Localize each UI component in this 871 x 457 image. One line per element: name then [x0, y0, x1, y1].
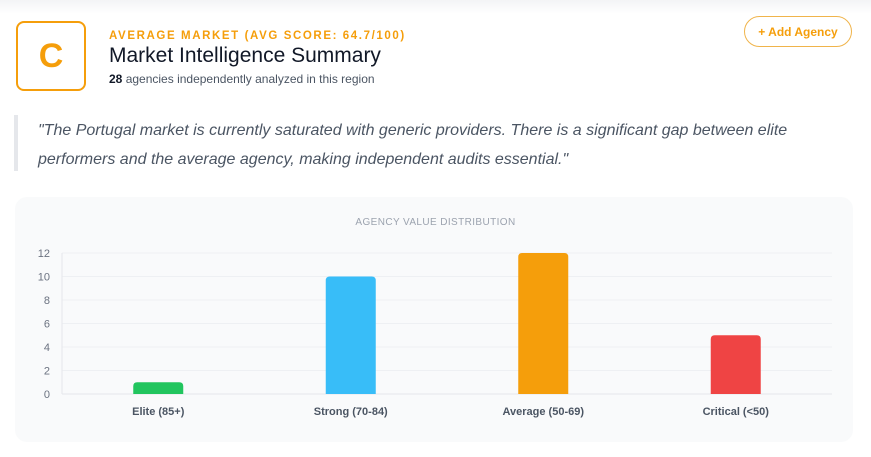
grade-badge: C [16, 21, 86, 91]
agency-count-text: 28 agencies independently analyzed in th… [109, 72, 375, 86]
y-tick-label: 2 [44, 366, 50, 378]
bar-strong-70-84 [325, 276, 376, 394]
agency-count: 28 [109, 72, 123, 86]
market-rating-label: AVERAGE MARKET (AVG SCORE: 64.7/100) [109, 30, 406, 42]
chart-card [15, 197, 853, 442]
bar-critical-50 [710, 335, 761, 394]
page-title: Market Intelligence Summary [109, 44, 381, 67]
grade-letter: C [38, 36, 64, 75]
y-tick-label: 0 [44, 389, 50, 401]
y-tick-label: 6 [44, 319, 50, 331]
market-quote: "The Portugal market is currently satura… [38, 122, 788, 168]
x-tick-label: Critical (<50) [703, 406, 770, 418]
chart-title: AGENCY VALUE DISTRIBUTION [355, 217, 516, 228]
y-tick-label: 8 [44, 295, 50, 307]
x-tick-label: Elite (85+) [132, 406, 185, 418]
y-tick-label: 4 [44, 342, 50, 354]
x-tick-label: Average (50-69) [502, 406, 584, 418]
top-shadow [0, 0, 871, 14]
bar-average-50-69 [518, 253, 569, 394]
agency-count-suffix: agencies independently analyzed in this … [122, 72, 375, 86]
quote-accent-bar [14, 115, 18, 171]
y-tick-label: 12 [38, 248, 50, 260]
y-tick-label: 10 [38, 272, 50, 284]
bar-elite-85 [133, 382, 184, 394]
x-tick-label: Strong (70-84) [314, 406, 388, 418]
add-agency-button[interactable]: + Add Agency [744, 16, 852, 47]
